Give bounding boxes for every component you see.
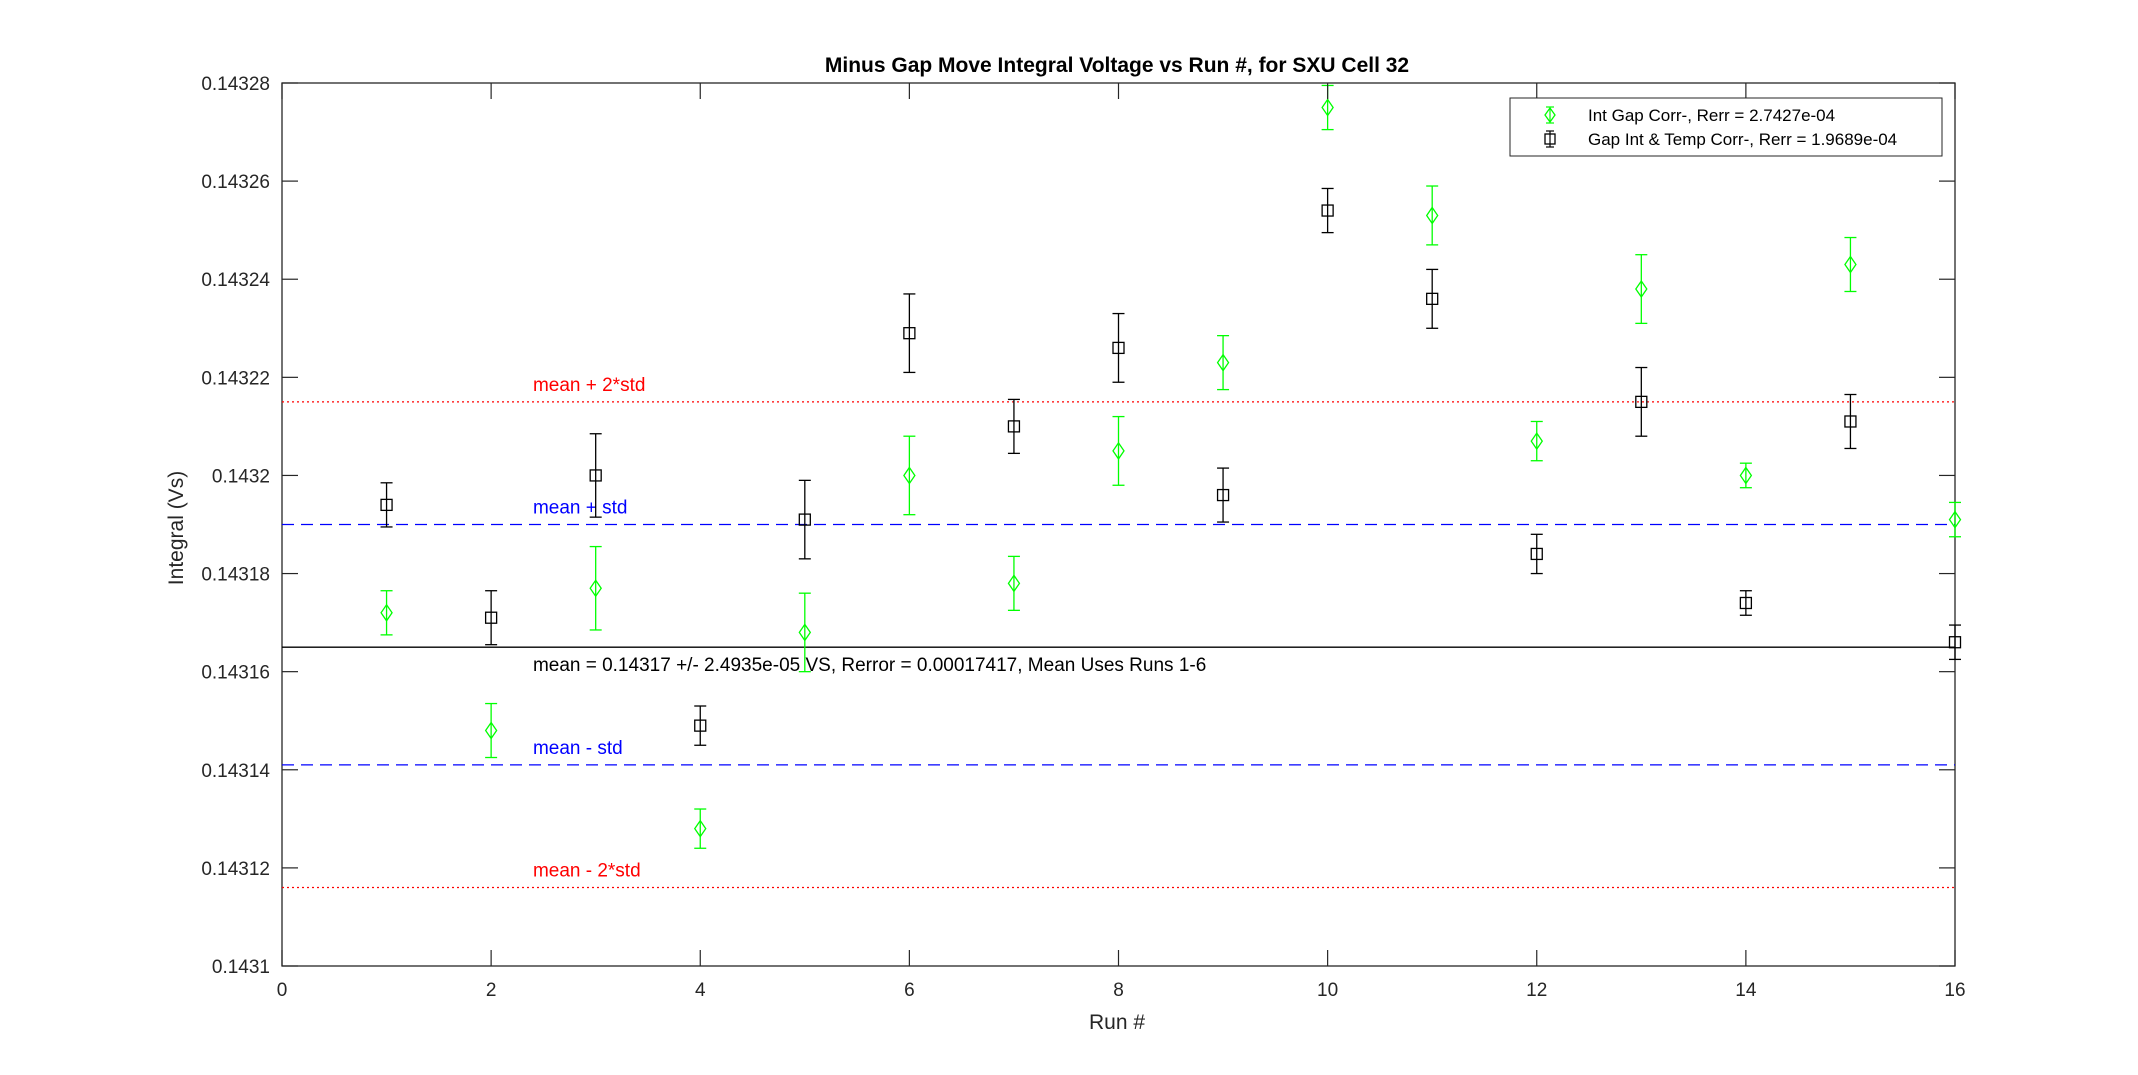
series-group: [380, 84, 1962, 849]
data-point-square: [1530, 547, 1543, 561]
x-tick-label: 12: [1526, 980, 1547, 1001]
data-point-diamond: [798, 623, 812, 642]
data-point-diamond: [589, 579, 602, 598]
data-point-diamond: [1321, 98, 1334, 117]
y-tick-label: 0.1431: [212, 957, 270, 978]
data-point-square: [380, 498, 393, 512]
data-point-square: [1112, 341, 1125, 355]
y-tick-label: 0.14322: [201, 368, 270, 389]
data-point-square: [903, 327, 916, 340]
data-point-diamond: [1739, 466, 1753, 485]
data-point-square: [1844, 415, 1857, 428]
x-tick-label: 14: [1735, 980, 1757, 1001]
data-point-diamond: [1948, 510, 1962, 529]
data-point-square: [1948, 636, 1962, 649]
y-axis-label: Integral (Vs): [165, 471, 188, 585]
x-tick-label: 8: [1113, 980, 1124, 1001]
data-point-diamond: [380, 603, 393, 622]
data-point-square: [484, 611, 498, 624]
x-tick-label: 16: [1944, 980, 1965, 1001]
legend-entry: Gap Int & Temp Corr-, Rerr = 1.9689e-04: [1588, 130, 1897, 149]
data-point-square: [1007, 420, 1021, 433]
reference-label: mean + 2*std: [533, 375, 646, 396]
legend: Int Gap Corr-, Rerr = 2.7427e-04 Gap Int …: [1509, 97, 1943, 157]
y-tick-label: 0.14326: [201, 172, 270, 193]
data-point-square: [1216, 488, 1230, 502]
reference-label: mean - 2*std: [533, 861, 641, 882]
series-group: [380, 187, 1962, 746]
data-point-square: [1635, 395, 1648, 409]
x-tick-label: 2: [486, 980, 497, 1001]
reference-label: mean = 0.14317 +/- 2.4935e-05 VS, Rerror…: [533, 655, 1206, 676]
data-point-diamond: [1844, 255, 1857, 274]
x-tick-label: 10: [1317, 980, 1338, 1001]
data-point-diamond: [1007, 574, 1021, 593]
x-axis-label: Run #: [1089, 1011, 1145, 1034]
x-tick-label: 0: [277, 980, 288, 1001]
reference-label: mean - std: [533, 738, 623, 759]
data-point-square: [1426, 292, 1439, 305]
reference-lines: [282, 401, 1955, 889]
series-layer: [380, 84, 1962, 849]
data-point-square: [589, 469, 602, 482]
x-tick-label: 6: [904, 980, 915, 1001]
legend-marker-square: [1544, 133, 1556, 145]
data-point-diamond: [1112, 441, 1125, 461]
y-tick-label: 0.14312: [201, 859, 270, 880]
y-tick-label: 0.14324: [201, 270, 270, 291]
legend-entry: Int Gap Corr-, Rerr = 2.7427e-04: [1588, 106, 1835, 125]
legend-marker-diamond: [1544, 106, 1556, 124]
data-point-diamond: [903, 466, 916, 485]
data-point-square: [1321, 204, 1334, 217]
y-axis-ticks: 0.1431 0.14312 0.14314 0.14316 0.14318 0.1432…: [201, 74, 1955, 978]
x-tick-label: 4: [695, 980, 706, 1001]
x-axis-ticks: 0 2 4 6 8 10 12 14 16: [277, 83, 1966, 1001]
data-point-square: [694, 719, 707, 732]
data-point-diamond: [484, 721, 498, 740]
legend-box: [1509, 97, 1943, 157]
data-point-diamond: [1425, 206, 1439, 225]
data-point-square: [1739, 596, 1753, 610]
reference-labels: mean + 2*std mean + std mean = 0.14317 +/-…: [533, 375, 1206, 882]
y-tick-label: 0.14316: [201, 663, 270, 684]
chart-title: Minus Gap Move Integral Voltage vs Run #…: [825, 54, 1409, 77]
y-tick-label: 0.14328: [201, 74, 270, 95]
y-tick-label: 0.14318: [201, 565, 270, 586]
data-point-square: [798, 513, 811, 526]
y-tick-label: 0.1432: [212, 466, 270, 487]
data-point-diamond: [1530, 431, 1544, 451]
y-tick-label: 0.14314: [201, 761, 270, 782]
data-point-diamond: [1216, 353, 1230, 372]
reference-label: mean + std: [533, 498, 628, 519]
data-point-diamond: [693, 819, 707, 838]
plot-area: mean + 2*std mean + std mean = 0.14317 +/-…: [201, 74, 1965, 1001]
data-point-diamond: [1635, 279, 1648, 299]
